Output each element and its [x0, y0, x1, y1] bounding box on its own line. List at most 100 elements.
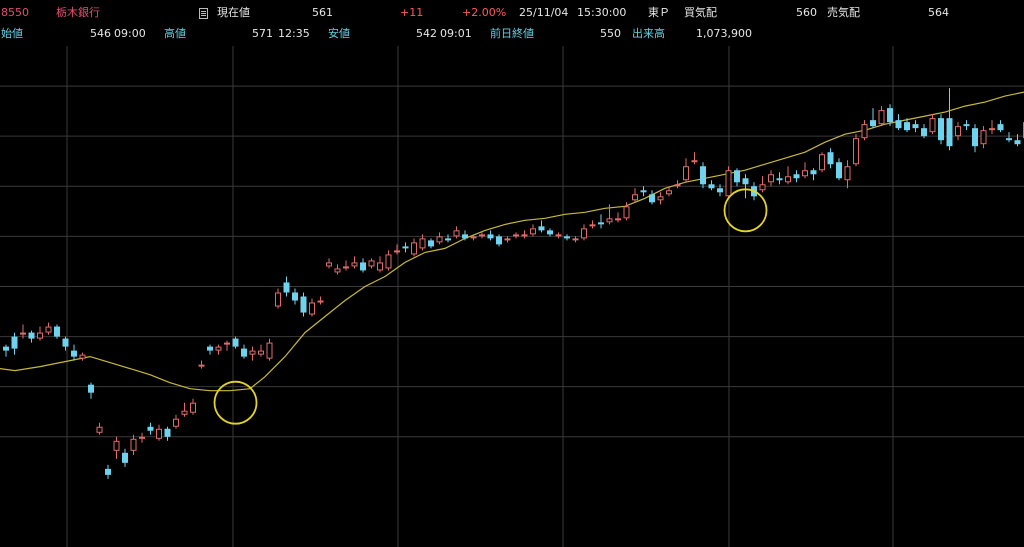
quote-date: 25/11/04: [519, 6, 569, 19]
candle-109: [929, 114, 936, 135]
candle-56: [479, 232, 485, 239]
candle-79: [674, 180, 681, 189]
candle-body: [555, 234, 562, 237]
candle-68: [581, 224, 587, 241]
high-value: 571: [252, 27, 273, 40]
candle-body: [793, 174, 800, 179]
candle-37: [317, 296, 324, 305]
candle-20: [173, 414, 179, 429]
stock-code: 8550: [1, 6, 29, 19]
candle-99: [844, 160, 851, 189]
candle-body: [640, 190, 647, 193]
candle-94: [802, 162, 808, 179]
candle-64: [547, 228, 553, 237]
candle-body: [955, 126, 961, 137]
quote-header-row-1: 8550 栃木銀行 現在値 561 +11 +2.00% 25/11/04 15…: [0, 3, 1024, 23]
candle-body: [989, 128, 995, 131]
candle-8: [71, 344, 77, 361]
candle-46: [394, 244, 400, 255]
candle-body: [351, 262, 358, 267]
candle-101: [861, 120, 868, 141]
candle-93: [793, 170, 800, 183]
candle-body: [139, 436, 145, 439]
candle-22: [190, 398, 196, 415]
candle-body: [3, 346, 9, 351]
candle-body: [606, 218, 613, 223]
candle-body: [878, 110, 885, 125]
candle-87: [742, 174, 749, 199]
stock-name[interactable]: 栃木銀行: [56, 6, 100, 19]
candle-17: [147, 422, 154, 435]
candle-72: [615, 212, 621, 223]
price-change: +11: [400, 6, 424, 19]
candle-6: [54, 324, 60, 339]
candle-33: [283, 276, 290, 297]
candle-body: [207, 346, 213, 351]
candle-body: [887, 108, 893, 123]
candle-body: [79, 354, 86, 359]
chart-grid: [0, 46, 1024, 547]
candle-body: [54, 326, 60, 337]
candle-42: [360, 258, 366, 273]
candle-body: [496, 236, 502, 245]
candle-44: [377, 256, 383, 273]
candle-97: [827, 148, 834, 169]
candle-108: [921, 124, 927, 139]
candle-body: [385, 254, 392, 269]
candle-body: [292, 292, 298, 301]
candle-0: [3, 344, 9, 357]
candle-body: [470, 236, 477, 239]
candle-59: [504, 236, 511, 243]
candle-4: [37, 326, 43, 341]
candle-body: [776, 178, 783, 181]
candlestick-chart[interactable]: [0, 46, 1024, 547]
candle-30: [258, 344, 264, 357]
candle-77: [657, 192, 664, 205]
candle-body: [428, 240, 434, 247]
candle-103: [878, 106, 885, 127]
candle-3: [28, 330, 35, 343]
candle-19: [164, 426, 171, 441]
candle-73: [623, 202, 630, 221]
highlight-circle-0: [213, 380, 258, 425]
candle-body: [938, 118, 944, 141]
candle-10: [88, 382, 94, 399]
candle-27: [232, 336, 239, 349]
candle-100: [853, 134, 859, 167]
candle-body: [105, 468, 111, 475]
candle-body: [462, 234, 468, 239]
document-icon[interactable]: [199, 8, 208, 19]
candle-66: [564, 234, 570, 241]
candle-body: [513, 234, 519, 237]
candle-104: [887, 104, 893, 127]
candle-74: [632, 188, 638, 203]
candle-body: [11, 336, 18, 349]
candle-11: [96, 422, 103, 435]
candle-52: [445, 234, 451, 243]
candle-body: [997, 124, 1004, 131]
quote-time: 15:30:00: [577, 6, 627, 19]
candle-body: [759, 184, 766, 191]
candle-body: [241, 348, 247, 357]
candle-55: [470, 234, 477, 241]
open-time: 09:00: [114, 27, 146, 40]
ask-value: 564: [928, 6, 949, 19]
candle-body: [394, 250, 400, 253]
candle-118: [1006, 132, 1012, 143]
candle-body: [283, 282, 290, 293]
candle-body: [266, 342, 273, 359]
ask-label: 売気配: [827, 6, 860, 19]
candle-98: [836, 158, 842, 181]
volume-label: 出来高: [632, 27, 665, 40]
candle-body: [836, 162, 842, 179]
current-price-label: 現在値: [217, 6, 250, 19]
prev-close-label: 前日終値: [490, 27, 534, 40]
candle-body: [683, 166, 689, 181]
candle-body: [700, 166, 706, 185]
open-value: 546: [90, 27, 111, 40]
candles-layer: [3, 88, 1024, 479]
candle-body: [487, 234, 494, 239]
candle-body: [377, 262, 383, 271]
candle-body: [198, 364, 205, 367]
candle-71: [606, 204, 613, 225]
